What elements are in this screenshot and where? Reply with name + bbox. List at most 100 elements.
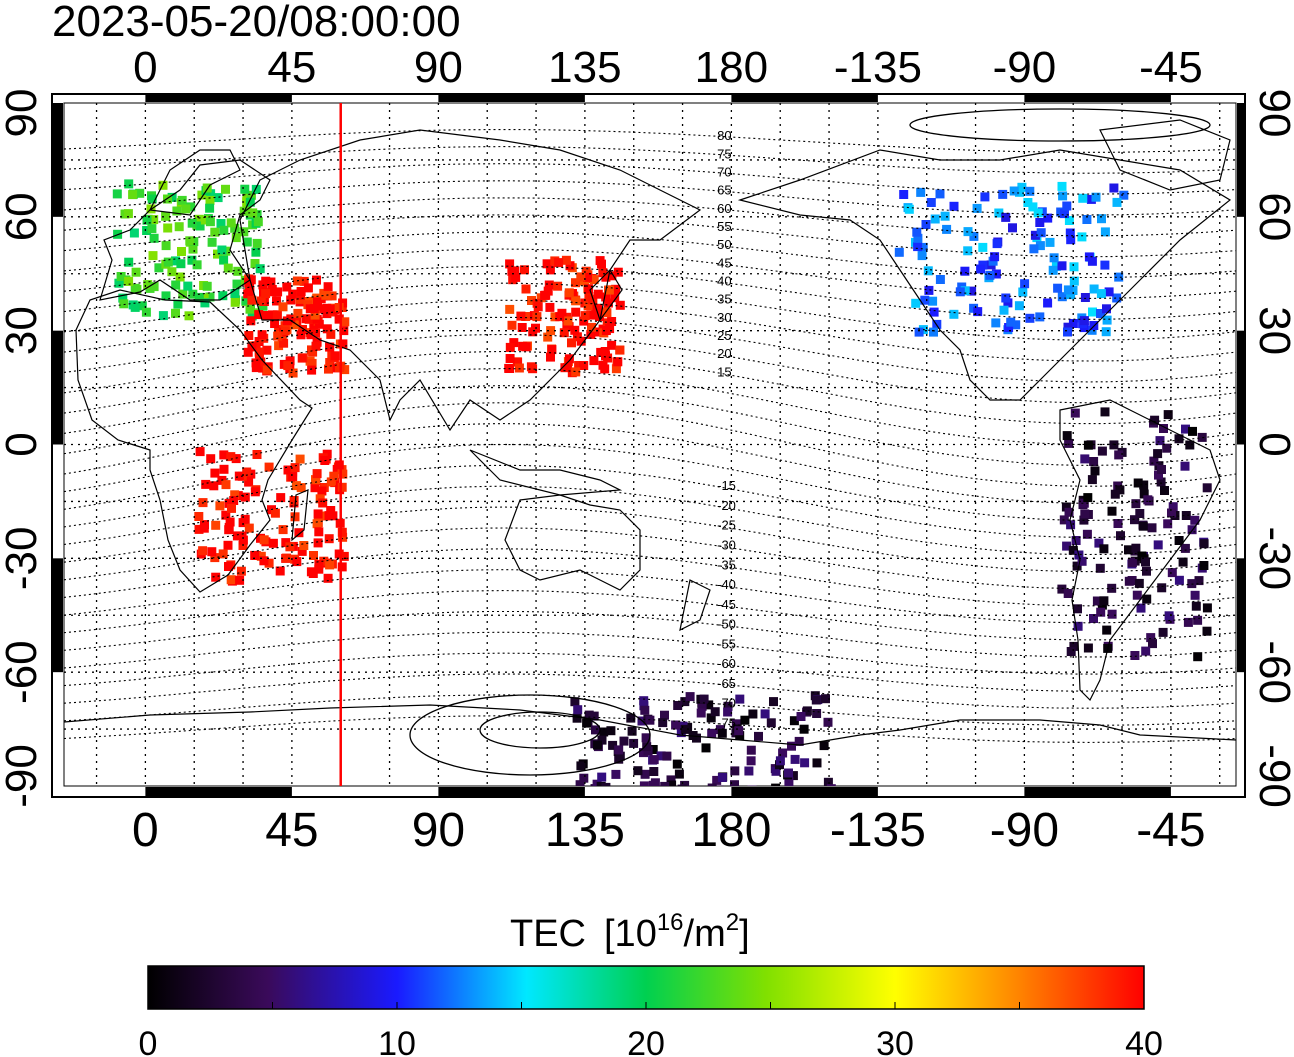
tec-cell — [1043, 298, 1053, 308]
tec-cell — [615, 300, 625, 310]
tec-cell — [1163, 410, 1173, 420]
coastline-greenland — [1099, 119, 1231, 191]
tec-cell — [789, 716, 799, 726]
tec-cell — [511, 272, 521, 282]
tec-cell — [604, 285, 614, 295]
tec-cell — [314, 564, 324, 574]
tec-cell — [823, 777, 833, 786]
tec-cell — [240, 514, 250, 524]
tec-cell — [176, 259, 186, 269]
tec-cell — [543, 332, 553, 342]
tec-cell — [124, 257, 134, 267]
tec-cell — [211, 520, 221, 530]
tec-cell — [821, 694, 830, 704]
mlat-label: -55 — [717, 636, 736, 651]
tec-cell — [225, 517, 235, 527]
tec-cell — [1080, 454, 1090, 464]
tec-cell — [270, 508, 280, 518]
tec-cell — [649, 755, 659, 765]
tec-cell — [1068, 545, 1078, 555]
mlat-contour — [64, 129, 1236, 153]
tec-cell — [1001, 293, 1011, 303]
tec-cell — [587, 322, 596, 332]
tec-cell — [812, 758, 822, 768]
tec-cell — [226, 218, 236, 228]
tec-cell — [559, 328, 569, 338]
tec-cell — [819, 741, 829, 751]
tec-cell — [771, 766, 781, 776]
tec-cell — [784, 777, 794, 786]
tec-cell — [802, 706, 812, 716]
tec-cell — [584, 710, 594, 720]
tec-cell — [135, 188, 145, 198]
tec-cell — [1070, 408, 1080, 418]
tec-cell — [219, 225, 229, 235]
tec-cell — [1107, 609, 1117, 619]
tec-cell — [1114, 272, 1124, 282]
tec-cell — [1115, 485, 1125, 495]
tec-cell — [258, 363, 268, 373]
tec-cell — [1113, 519, 1123, 528]
tec-cell — [313, 538, 323, 548]
tec-cell — [710, 707, 720, 717]
tec-cell — [118, 293, 128, 303]
tec-cell — [547, 345, 557, 355]
tec-cell — [142, 226, 152, 235]
tec-cell — [744, 766, 754, 776]
tec-cell — [633, 766, 643, 776]
tec-cell — [1063, 327, 1072, 337]
tec-cell — [1062, 431, 1072, 441]
tec-cell — [305, 304, 315, 314]
tec-cell — [267, 285, 277, 294]
tec-cell — [221, 480, 231, 490]
mlat-contour — [64, 231, 1236, 279]
tec-cell — [188, 289, 198, 299]
tec-cell — [242, 237, 252, 247]
tec-cell — [650, 778, 660, 786]
tec-cell — [236, 566, 246, 576]
tec-cell — [247, 295, 257, 305]
mlat-label: -25 — [717, 518, 736, 533]
tec-cell — [218, 549, 228, 559]
tec-cell — [337, 465, 347, 475]
tec-cell — [288, 289, 298, 299]
tec-cell — [573, 705, 583, 715]
tec-cell — [158, 311, 168, 321]
tec-cell — [969, 231, 979, 241]
tec-cell — [583, 272, 592, 282]
tec-cell — [259, 556, 269, 566]
tec-cell — [545, 302, 555, 312]
tec-cell — [288, 472, 298, 481]
tec-cell — [314, 527, 324, 537]
tec-cell — [130, 302, 140, 312]
tec-cell — [206, 189, 216, 199]
tec-cell — [576, 272, 586, 282]
tec-cell — [597, 735, 607, 745]
tec-cell — [660, 781, 670, 786]
tec-cell — [112, 189, 122, 199]
tec-cell — [299, 541, 309, 550]
tec-cell — [1131, 543, 1141, 553]
tec-cell — [978, 242, 988, 252]
tec-cell — [912, 227, 922, 237]
tec-cell — [589, 356, 599, 366]
tec-cell — [202, 281, 212, 291]
tec-cell — [599, 727, 609, 737]
tec-cell — [1020, 279, 1030, 289]
tec-cell — [163, 223, 173, 233]
tec-cell — [731, 719, 741, 729]
tec-cell — [326, 477, 336, 487]
tec-cell — [278, 525, 288, 535]
tec-cell — [223, 540, 233, 550]
tec-cell — [286, 314, 296, 324]
lon-tick-label: 135 — [545, 804, 625, 857]
tec-cell — [278, 302, 288, 312]
tec-cell — [924, 285, 934, 295]
tec-cell — [1134, 578, 1144, 588]
tec-cell — [581, 266, 591, 276]
tec-cell — [244, 331, 254, 340]
tec-cell — [597, 772, 607, 782]
tec-cell — [1028, 202, 1038, 212]
tec-cell — [215, 501, 225, 511]
tec-cell — [607, 271, 617, 281]
